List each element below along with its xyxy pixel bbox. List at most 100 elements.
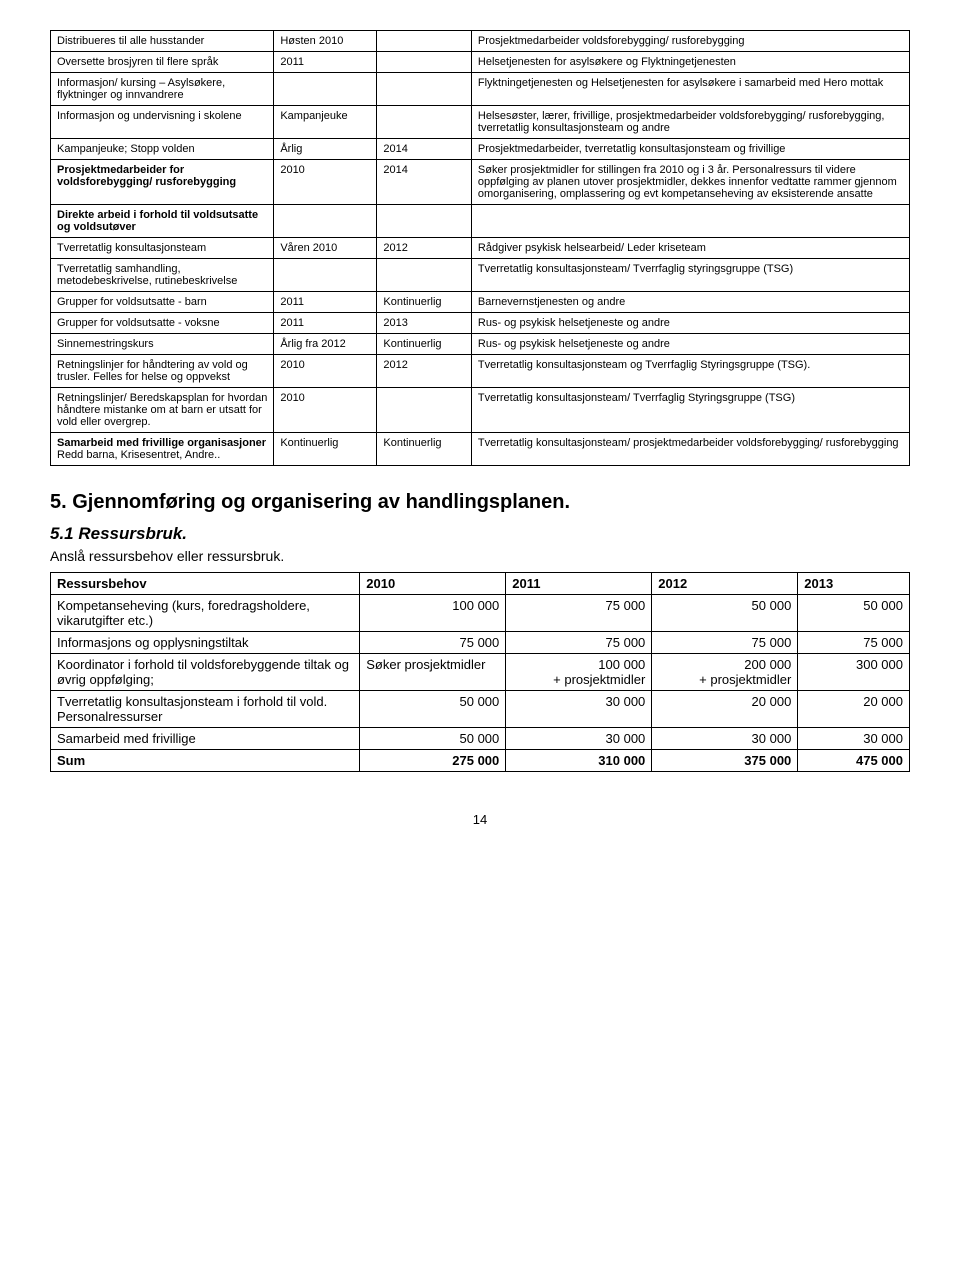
table-cell: 2012: [377, 238, 471, 259]
table-cell: Kontinuerlig: [377, 433, 471, 466]
table-cell: 100 000+ prosjektmidler: [506, 654, 652, 691]
table-cell: Prosjektmedarbeider for voldsforebygging…: [51, 160, 274, 205]
table-cell: Helsetjenesten for asylsøkere og Flyktni…: [471, 52, 909, 73]
table-cell: 75 000: [506, 595, 652, 632]
table-cell: Rådgiver psykisk helsearbeid/ Leder kris…: [471, 238, 909, 259]
table-sum-cell: 475 000: [798, 750, 910, 772]
table-header-cell: 2013: [798, 573, 910, 595]
table-cell: Våren 2010: [274, 238, 377, 259]
table-cell: Tverretatlig konsultasjonsteam i forhold…: [51, 691, 360, 728]
table-cell: Direkte arbeid i forhold til voldsutsatt…: [51, 205, 274, 238]
table-cell: 75 000: [798, 632, 910, 654]
table-cell: 30 000: [506, 691, 652, 728]
table-cell: 50 000: [360, 691, 506, 728]
table-cell: 100 000: [360, 595, 506, 632]
table-cell: [377, 388, 471, 433]
table-cell: Barnevernstjenesten og andre: [471, 292, 909, 313]
table-cell: Samarbeid med frivillige organisasjonerR…: [51, 433, 274, 466]
table-cell: 30 000: [652, 728, 798, 750]
table-cell: Årlig fra 2012: [274, 334, 377, 355]
table-cell: Kampanjeuke; Stopp volden: [51, 139, 274, 160]
table-cell: 2011: [274, 52, 377, 73]
table-header-cell: 2010: [360, 573, 506, 595]
table-cell: Prosjektmedarbeider, tverretatlig konsul…: [471, 139, 909, 160]
table-cell: Tverretatlig konsultasjonsteam: [51, 238, 274, 259]
table-header-cell: Ressursbehov: [51, 573, 360, 595]
table-cell: Tverretatlig samhandling, metodebeskrive…: [51, 259, 274, 292]
table-cell: 2010: [274, 160, 377, 205]
table-cell: Kampanjeuke: [274, 106, 377, 139]
table-cell: 300 000: [798, 654, 910, 691]
main-table: Distribueres til alle husstanderHøsten 2…: [50, 30, 910, 466]
table-cell: Rus- og psykisk helsetjeneste og andre: [471, 313, 909, 334]
table-cell: Informasjon og undervisning i skolene: [51, 106, 274, 139]
table-cell: [377, 52, 471, 73]
table-cell: Tverretatlig konsultasjonsteam/ Tverrfag…: [471, 259, 909, 292]
table-cell: 2010: [274, 355, 377, 388]
table-cell: 50 000: [798, 595, 910, 632]
table-cell: Kompetanseheving (kurs, foredragsholdere…: [51, 595, 360, 632]
table-cell: Tverretatlig konsultasjonsteam og Tverrf…: [471, 355, 909, 388]
table-cell: [274, 259, 377, 292]
page-number: 14: [50, 812, 910, 827]
table-cell: [377, 259, 471, 292]
table-cell: 2011: [274, 313, 377, 334]
table-cell: Kontinuerlig: [377, 334, 471, 355]
table-cell: [377, 73, 471, 106]
subsection-heading: 5.1 Ressursbruk.: [50, 524, 910, 544]
table-cell: 2014: [377, 139, 471, 160]
table-sum-cell: 275 000: [360, 750, 506, 772]
table-cell: Årlig: [274, 139, 377, 160]
table-cell: [377, 205, 471, 238]
table-cell: Informasjon/ kursing – Asylsøkere, flykt…: [51, 73, 274, 106]
table-cell: Søker prosjektmidler: [360, 654, 506, 691]
table-cell: 2010: [274, 388, 377, 433]
section-heading: 5. Gjennomføring og organisering av hand…: [50, 491, 910, 514]
table-cell: Helsesøster, lærer, frivillige, prosjekt…: [471, 106, 909, 139]
table-cell: 2014: [377, 160, 471, 205]
table-cell: Prosjektmedarbeider voldsforebygging/ ru…: [471, 31, 909, 52]
table-cell: Distribueres til alle husstander: [51, 31, 274, 52]
table-cell: 30 000: [506, 728, 652, 750]
table-cell: Informasjons og opplysningstiltak: [51, 632, 360, 654]
table-cell: [471, 205, 909, 238]
table-cell: 75 000: [652, 632, 798, 654]
table-cell: [377, 31, 471, 52]
table-cell: Søker prosjektmidler for stillingen fra …: [471, 160, 909, 205]
table-cell: 20 000: [652, 691, 798, 728]
table-cell: [274, 73, 377, 106]
table-cell: 2011: [274, 292, 377, 313]
table-cell: 2012: [377, 355, 471, 388]
table-cell: 30 000: [798, 728, 910, 750]
table-cell: [377, 106, 471, 139]
table-cell: Koordinator i forhold til voldsforebygge…: [51, 654, 360, 691]
table-cell: Kontinuerlig: [274, 433, 377, 466]
table-cell: 200 000+ prosjektmidler: [652, 654, 798, 691]
table-sum-cell: Sum: [51, 750, 360, 772]
table-cell: 2013: [377, 313, 471, 334]
table-cell: Høsten 2010: [274, 31, 377, 52]
table-cell: [274, 205, 377, 238]
resources-table: Ressursbehov2010201120122013 Kompetansehe…: [50, 572, 910, 772]
table-header-cell: 2011: [506, 573, 652, 595]
table-cell: 20 000: [798, 691, 910, 728]
table-cell: Tverretatlig konsultasjonsteam/ Tverrfag…: [471, 388, 909, 433]
table-cell: 75 000: [506, 632, 652, 654]
table-cell: Oversette brosjyren til flere språk: [51, 52, 274, 73]
table-sum-cell: 375 000: [652, 750, 798, 772]
table-header-cell: 2012: [652, 573, 798, 595]
table-cell: 50 000: [652, 595, 798, 632]
table-cell: Retningslinjer for håndtering av vold og…: [51, 355, 274, 388]
table-cell: Grupper for voldsutsatte - barn: [51, 292, 274, 313]
table-cell: 50 000: [360, 728, 506, 750]
table-cell: Flyktningetjenesten og Helsetjenesten fo…: [471, 73, 909, 106]
table-cell: Kontinuerlig: [377, 292, 471, 313]
table-cell: Rus- og psykisk helsetjeneste og andre: [471, 334, 909, 355]
table-cell: Grupper for voldsutsatte - voksne: [51, 313, 274, 334]
table-cell: Tverretatlig konsultasjonsteam/ prosjekt…: [471, 433, 909, 466]
table-sum-cell: 310 000: [506, 750, 652, 772]
subsection-note: Anslå ressursbehov eller ressursbruk.: [50, 548, 910, 564]
table-cell: 75 000: [360, 632, 506, 654]
table-cell: Retningslinjer/ Beredskapsplan for hvord…: [51, 388, 274, 433]
table-cell: Sinnemestringskurs: [51, 334, 274, 355]
